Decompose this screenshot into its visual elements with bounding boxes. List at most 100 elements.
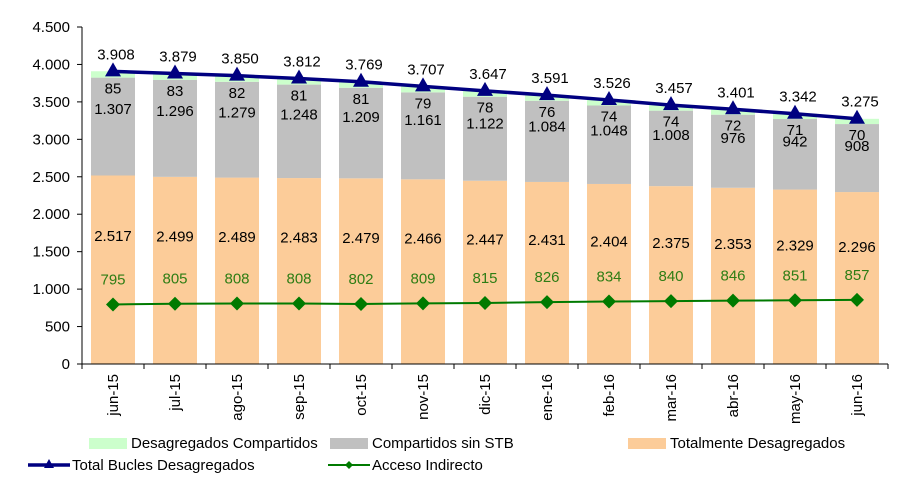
- bar-compartidos-sin-stb: [525, 100, 569, 182]
- data-label-total-bucles: 3.342: [779, 89, 817, 106]
- data-label-compartidos-sin-stb: 942: [782, 134, 807, 151]
- marker-triangle: [663, 96, 679, 111]
- bar-totalmente-desagregados: [587, 183, 631, 364]
- x-tick-label: mar-16: [663, 374, 680, 422]
- bar-compartidos-sin-stb: [463, 96, 507, 181]
- bar-compartidos-sin-stb: [587, 105, 631, 184]
- bar-totalmente-desagregados: [463, 180, 507, 364]
- data-labels-layer: 3.908 85 1.307 2.517 795 3.879 83 1.296 2.499 805…: [94, 46, 879, 288]
- data-label-desagregados-compartidos: 82: [229, 85, 246, 102]
- marker-triangle: [787, 104, 803, 119]
- x-tick-label: jul-15: [167, 374, 184, 412]
- data-label-desagregados-compartidos: 85: [105, 81, 122, 98]
- bar-compartidos-sin-stb: [339, 87, 383, 179]
- x-tick-label: abr-16: [725, 374, 742, 417]
- data-label-total-bucles: 3.647: [469, 66, 507, 83]
- data-label-acceso-indirecto: 802: [348, 271, 373, 288]
- data-label-compartidos-sin-stb: 1.279: [218, 104, 256, 121]
- data-label-total-bucles: 3.457: [655, 80, 693, 97]
- data-label-compartidos-sin-stb: 1.161: [404, 112, 442, 129]
- data-label-acceso-indirecto: 808: [286, 270, 311, 287]
- data-label-total-bucles: 3.850: [221, 51, 259, 68]
- data-label-desagregados-compartidos: 74: [601, 108, 618, 125]
- data-label-total-bucles: 3.769: [345, 57, 383, 74]
- data-label-desagregados-compartidos: 72: [725, 118, 742, 135]
- data-label-totalmente-desagregados: 2.517: [94, 228, 132, 245]
- bar-compartidos-sin-stb: [835, 124, 879, 193]
- y-tick-label: 1.000: [32, 281, 70, 298]
- marker-triangle: [477, 81, 493, 96]
- y-tick-label: 500: [45, 319, 70, 336]
- data-label-total-bucles: 3.812: [283, 54, 321, 71]
- marker-triangle: [353, 72, 369, 87]
- legend-item-totalmente-desagregados[interactable]: Totalmente Desagregados: [628, 434, 845, 452]
- marker-triangle: [415, 77, 431, 92]
- marker-diamond: [850, 292, 864, 307]
- marker-diamond: [416, 296, 430, 311]
- lines-layer: [105, 62, 865, 312]
- bar-compartidos-sin-stb: [91, 77, 135, 176]
- data-label-desagregados-compartidos: 81: [353, 91, 370, 108]
- data-label-totalmente-desagregados: 2.483: [280, 230, 318, 247]
- line-diamond-legend-icon: [328, 461, 370, 469]
- data-label-totalmente-desagregados: 2.404: [590, 234, 628, 251]
- data-label-totalmente-desagregados: 2.329: [776, 237, 814, 254]
- legend-swatch-totalmente-desagregados: [628, 437, 666, 449]
- x-tick-label: may-16: [787, 374, 804, 424]
- bar-totalmente-desagregados: [215, 177, 259, 364]
- data-label-desagregados-compartidos: 71: [787, 122, 804, 139]
- data-label-totalmente-desagregados: 2.466: [404, 230, 442, 247]
- data-label-totalmente-desagregados: 2.499: [156, 229, 194, 246]
- bar-totalmente-desagregados: [525, 181, 569, 364]
- marker-diamond: [664, 294, 678, 309]
- data-label-acceso-indirecto: 808: [224, 270, 249, 287]
- legend-item-acceso-indirecto[interactable]: Acceso Indirecto: [328, 456, 483, 474]
- x-tick-label: dic-15: [477, 374, 494, 415]
- legend-label: Desagregados Compartidos: [131, 434, 318, 452]
- marker-diamond: [540, 295, 554, 310]
- legend-item-desagregados-compartidos[interactable]: Desagregados Compartidos: [89, 434, 318, 452]
- y-tick-label: 2.500: [32, 169, 70, 186]
- marker-triangle: [849, 109, 865, 124]
- data-label-totalmente-desagregados: 2.431: [528, 232, 566, 249]
- bar-totalmente-desagregados: [277, 178, 321, 364]
- bar-totalmente-desagregados: [711, 187, 755, 364]
- marker-diamond: [292, 296, 306, 311]
- data-label-total-bucles: 3.526: [593, 75, 631, 92]
- data-label-total-bucles: 3.707: [407, 61, 445, 78]
- bar-compartidos-sin-stb: [711, 114, 755, 188]
- data-label-compartidos-sin-stb: 1.307: [94, 101, 132, 118]
- data-label-desagregados-compartidos: 70: [849, 127, 866, 144]
- stacked-bar-line-chart: 0 500 1.000 1.500 2.000 2.500 3.000 3.500 4.000 4…: [32, 19, 889, 424]
- data-label-total-bucles: 3.275: [841, 94, 879, 111]
- marker-diamond: [168, 296, 182, 311]
- x-tick-label: sep-15: [291, 374, 308, 420]
- marker-triangle: [601, 90, 617, 105]
- x-tick-label: ene-16: [539, 374, 556, 421]
- marker-triangle: [291, 69, 307, 84]
- bar-compartidos-sin-stb: [215, 81, 259, 178]
- x-tick-label: oct-15: [353, 374, 370, 416]
- data-label-desagregados-compartidos: 78: [477, 100, 494, 117]
- data-label-totalmente-desagregados: 2.489: [218, 229, 256, 246]
- y-tick-label: 1.500: [32, 244, 70, 261]
- legend-item-total-bucles-desagregados[interactable]: Total Bucles Desagregados: [28, 456, 255, 474]
- y-tick-label: 3.500: [32, 94, 70, 111]
- bar-totalmente-desagregados: [153, 176, 197, 364]
- data-label-totalmente-desagregados: 2.375: [652, 235, 690, 252]
- data-label-total-bucles: 3.879: [159, 49, 197, 66]
- legend-swatch-desagregados-compartidos: [89, 437, 127, 449]
- data-label-desagregados-compartidos: 76: [539, 104, 556, 121]
- data-label-acceso-indirecto: 815: [472, 270, 497, 287]
- legend-label: Acceso Indirecto: [372, 456, 483, 474]
- bar-compartidos-sin-stb: [649, 110, 693, 187]
- bar-totalmente-desagregados: [401, 179, 445, 364]
- legend-item-compartidos-sin-stb[interactable]: Compartidos sin STB: [330, 434, 514, 452]
- legend-label: Totalmente Desagregados: [670, 434, 846, 452]
- marker-diamond: [726, 293, 740, 308]
- data-label-desagregados-compartidos: 79: [415, 95, 432, 112]
- marker-diamond: [478, 295, 492, 310]
- marker-triangle: [105, 62, 121, 77]
- data-label-desagregados-compartidos: 81: [291, 88, 308, 105]
- marker-triangle: [167, 64, 183, 79]
